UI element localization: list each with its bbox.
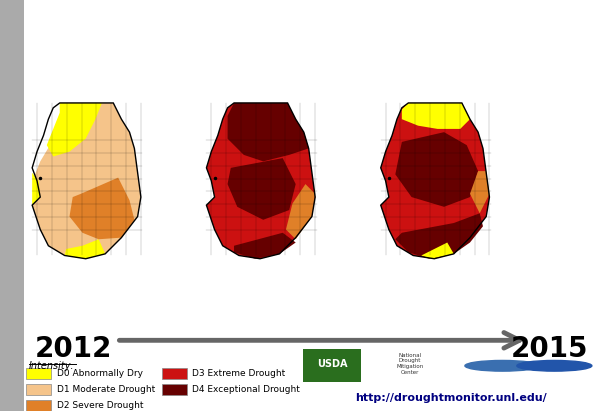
FancyBboxPatch shape bbox=[162, 368, 187, 379]
FancyBboxPatch shape bbox=[0, 0, 24, 411]
Text: D0 Abnormally Dry: D0 Abnormally Dry bbox=[56, 369, 142, 378]
Polygon shape bbox=[402, 103, 470, 129]
Polygon shape bbox=[228, 103, 309, 162]
Circle shape bbox=[517, 360, 592, 371]
Polygon shape bbox=[207, 103, 315, 259]
Circle shape bbox=[465, 360, 540, 371]
FancyBboxPatch shape bbox=[304, 349, 361, 382]
Polygon shape bbox=[70, 178, 135, 239]
Text: D1 Moderate Drought: D1 Moderate Drought bbox=[56, 385, 155, 394]
FancyBboxPatch shape bbox=[26, 400, 51, 411]
Polygon shape bbox=[395, 213, 483, 259]
Text: D3 Extreme Drought: D3 Extreme Drought bbox=[192, 369, 285, 378]
Polygon shape bbox=[47, 103, 102, 157]
Polygon shape bbox=[421, 242, 454, 259]
Text: http://droughtmonitor.unl.edu/: http://droughtmonitor.unl.edu/ bbox=[355, 393, 546, 403]
Polygon shape bbox=[234, 233, 296, 259]
Text: National
Drought
Mitigation
Center: National Drought Mitigation Center bbox=[397, 353, 424, 375]
Polygon shape bbox=[32, 173, 40, 205]
Polygon shape bbox=[395, 132, 478, 207]
Text: D2 Severe Drought: D2 Severe Drought bbox=[56, 401, 143, 410]
Polygon shape bbox=[381, 103, 489, 259]
Text: D4 Exceptional Drought: D4 Exceptional Drought bbox=[192, 385, 300, 394]
FancyBboxPatch shape bbox=[26, 384, 51, 395]
Text: USDA: USDA bbox=[317, 359, 347, 369]
Text: 2015: 2015 bbox=[511, 335, 588, 363]
Polygon shape bbox=[228, 158, 296, 220]
FancyBboxPatch shape bbox=[162, 384, 187, 395]
Polygon shape bbox=[470, 171, 489, 213]
Text: 2012: 2012 bbox=[35, 335, 112, 363]
Text: Intensity:: Intensity: bbox=[29, 361, 75, 371]
Polygon shape bbox=[32, 103, 70, 178]
Polygon shape bbox=[286, 184, 315, 239]
Polygon shape bbox=[65, 239, 105, 259]
Polygon shape bbox=[32, 103, 141, 259]
FancyBboxPatch shape bbox=[26, 368, 51, 379]
